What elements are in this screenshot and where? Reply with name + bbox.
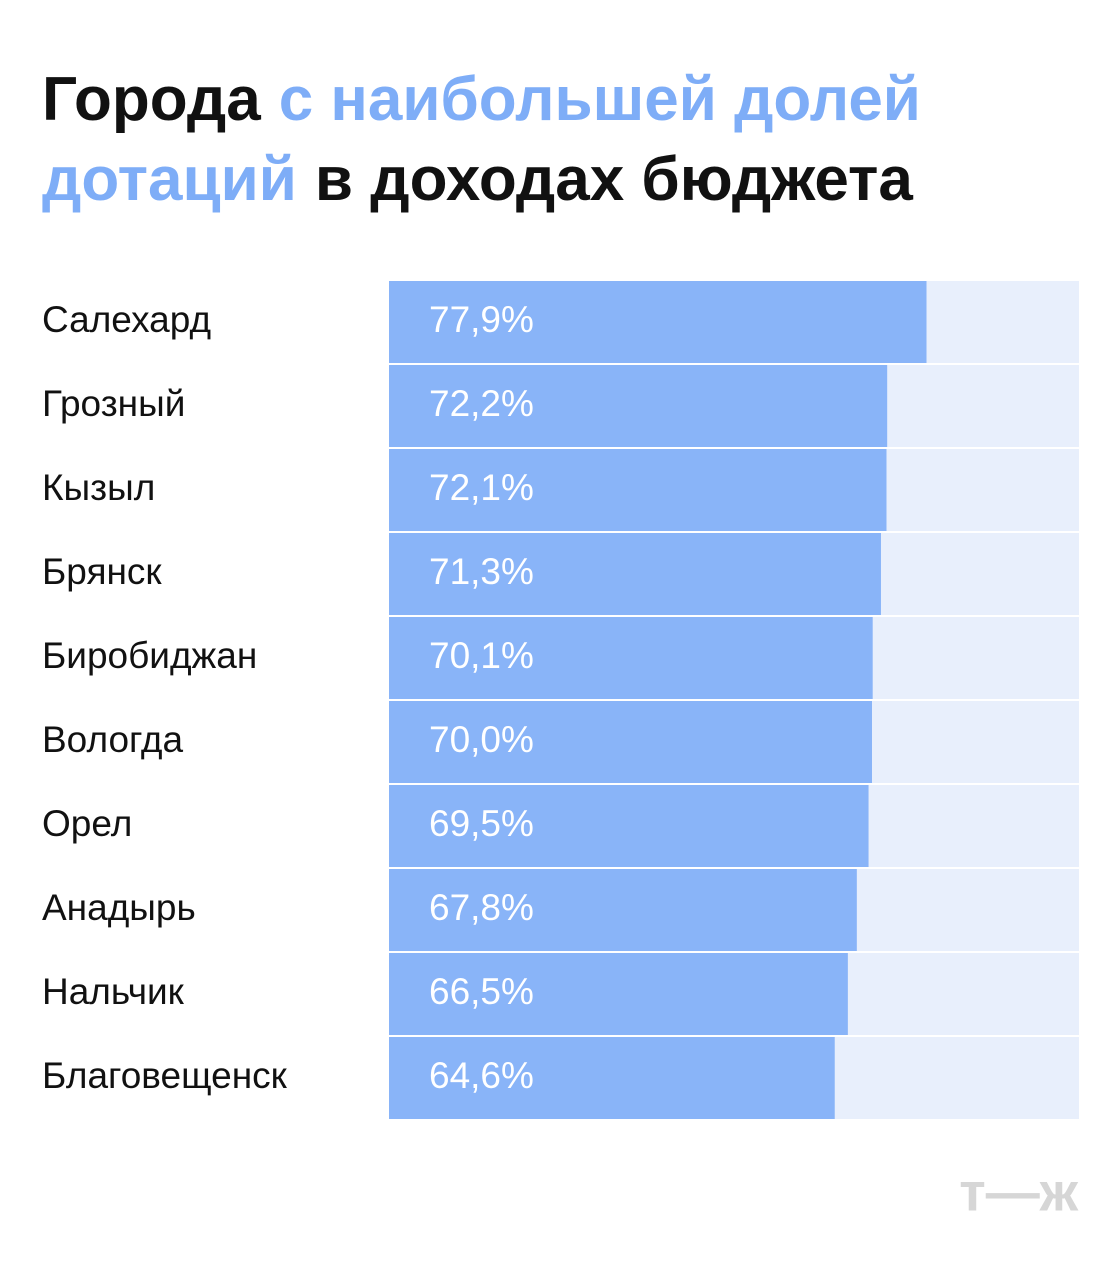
bar	[389, 365, 888, 447]
title-segment: дотаций	[42, 145, 297, 214]
value-label: 64,6%	[429, 1055, 534, 1096]
value-label: 69,5%	[429, 803, 534, 844]
bar	[389, 449, 887, 531]
bar	[389, 617, 873, 699]
category-label: Нальчик	[42, 971, 185, 1012]
chart-title-line-2: дотаций в доходах бюджета	[42, 145, 913, 214]
category-label: Орел	[42, 803, 132, 844]
category-label: Брянск	[42, 551, 162, 592]
bar	[389, 785, 869, 867]
category-label: Вологда	[42, 719, 183, 760]
category-label: Салехард	[42, 299, 211, 340]
bar	[389, 1037, 835, 1119]
value-label: 72,1%	[429, 467, 534, 508]
bar	[389, 281, 927, 363]
value-label: 67,8%	[429, 887, 534, 928]
value-label: 72,2%	[429, 383, 534, 424]
title-segment: Города	[42, 65, 261, 134]
title-segment: в доходах бюджета	[315, 145, 914, 214]
category-label: Грозный	[42, 383, 185, 424]
logo: т—ж	[959, 1162, 1078, 1222]
bar	[389, 869, 857, 951]
chart-title-line-1: Города с наибольшей долей	[42, 65, 921, 134]
value-label: 71,3%	[429, 551, 534, 592]
category-label: Биробиджан	[42, 635, 257, 676]
bar	[389, 953, 848, 1035]
bar	[389, 701, 872, 783]
value-label: 77,9%	[429, 299, 534, 340]
value-label: 66,5%	[429, 971, 534, 1012]
category-label: Кызыл	[42, 467, 155, 508]
category-label: Анадырь	[42, 887, 196, 928]
value-label: 70,0%	[429, 719, 534, 760]
title-segment: с наибольшей долей	[279, 65, 921, 134]
bar	[389, 533, 881, 615]
category-label: Благовещенск	[42, 1055, 288, 1096]
value-label: 70,1%	[429, 635, 534, 676]
